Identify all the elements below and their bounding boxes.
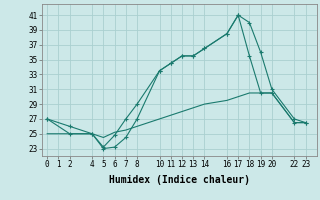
X-axis label: Humidex (Indice chaleur): Humidex (Indice chaleur) [109, 175, 250, 185]
